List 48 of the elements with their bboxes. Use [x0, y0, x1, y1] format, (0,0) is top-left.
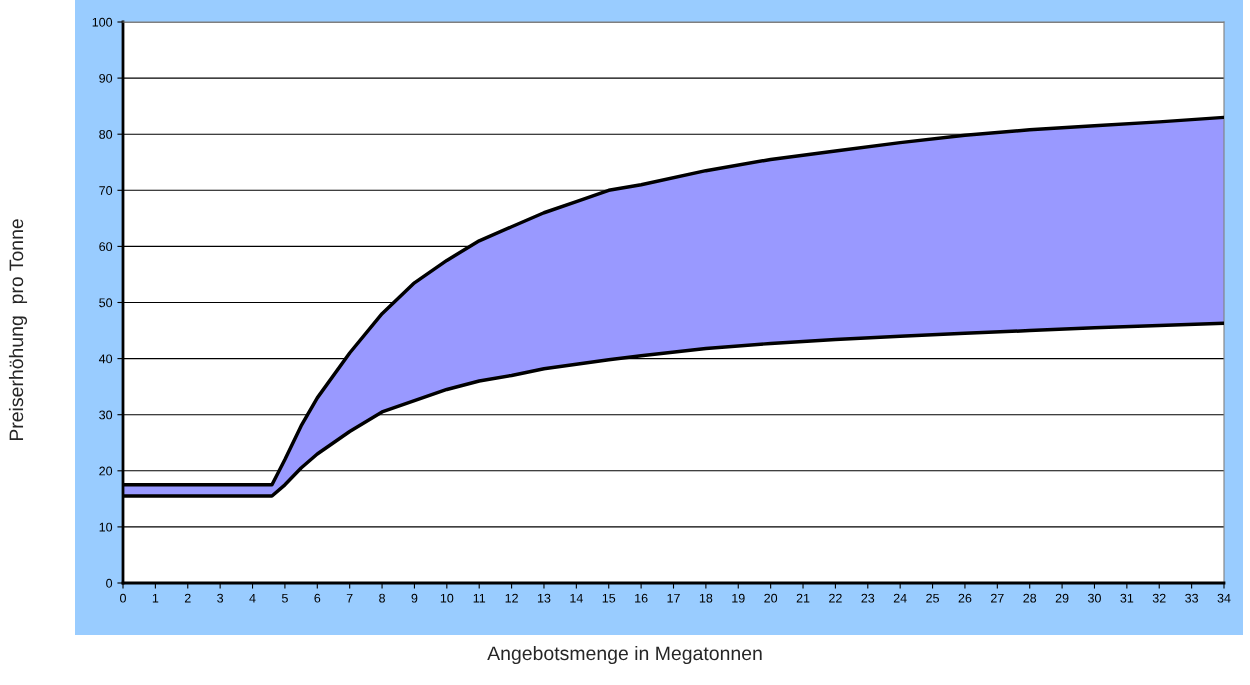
x-tick-label: 11	[473, 593, 486, 603]
x-tick-label: 4	[249, 593, 256, 603]
y-tick-label: 10	[99, 522, 113, 532]
y-tick-label: 60	[99, 242, 113, 252]
x-tick-label: 21	[796, 593, 810, 603]
x-tick-label: 26	[958, 593, 972, 603]
x-tick-label: 13	[537, 593, 551, 603]
x-tick-label: 20	[764, 593, 778, 603]
x-tick-label: 9	[411, 593, 418, 603]
x-tick-label: 15	[602, 593, 616, 603]
y-axis-title: Preiserhöhung pro Tonne	[8, 219, 28, 441]
x-tick-label: 19	[732, 593, 745, 603]
y-tick-label: 100	[92, 17, 113, 27]
x-tick-label: 18	[699, 593, 713, 603]
x-tick-label: 31	[1120, 593, 1134, 603]
x-tick-label: 29	[1055, 593, 1069, 603]
x-tick-label: 34	[1217, 593, 1231, 603]
x-tick-label: 23	[861, 593, 875, 603]
y-tick-label: 20	[99, 466, 113, 476]
x-tick-label: 5	[281, 593, 288, 603]
x-tick-label: 27	[991, 593, 1004, 603]
x-axis-title: Angebotsmenge in Megatonnen	[487, 645, 762, 665]
x-tick-label: 2	[184, 593, 191, 603]
x-tick-label: 8	[379, 593, 385, 603]
y-tick-label: 90	[99, 73, 113, 83]
x-tick-label: 30	[1088, 593, 1101, 603]
y-tick-label: 50	[99, 298, 113, 308]
x-tick-label: 1	[152, 593, 159, 603]
x-tick-label: 22	[829, 593, 842, 603]
y-tick-label: 40	[98, 354, 113, 364]
x-tick-label: 17	[667, 593, 680, 603]
x-tick-label: 10	[440, 593, 454, 603]
x-tick-label: 24	[893, 593, 907, 603]
y-tick-label: 80	[99, 130, 113, 139]
x-tick-label: 25	[926, 593, 939, 603]
x-tick-label: 16	[635, 593, 648, 603]
x-tick-label: 6	[314, 593, 321, 603]
x-tick-label: 0	[120, 593, 126, 603]
x-tick-label: 32	[1152, 593, 1166, 603]
x-tick-label: 14	[570, 593, 583, 603]
y-tick-label: 0	[106, 578, 113, 588]
x-tick-label: 12	[505, 593, 518, 603]
y-tick-label: 30	[99, 410, 113, 420]
x-tick-label: 33	[1185, 593, 1199, 603]
x-tick-label: 7	[346, 593, 353, 603]
x-tick-label: 3	[217, 593, 224, 603]
y-tick-label: 70	[99, 186, 113, 195]
x-tick-label: 28	[1023, 593, 1037, 603]
